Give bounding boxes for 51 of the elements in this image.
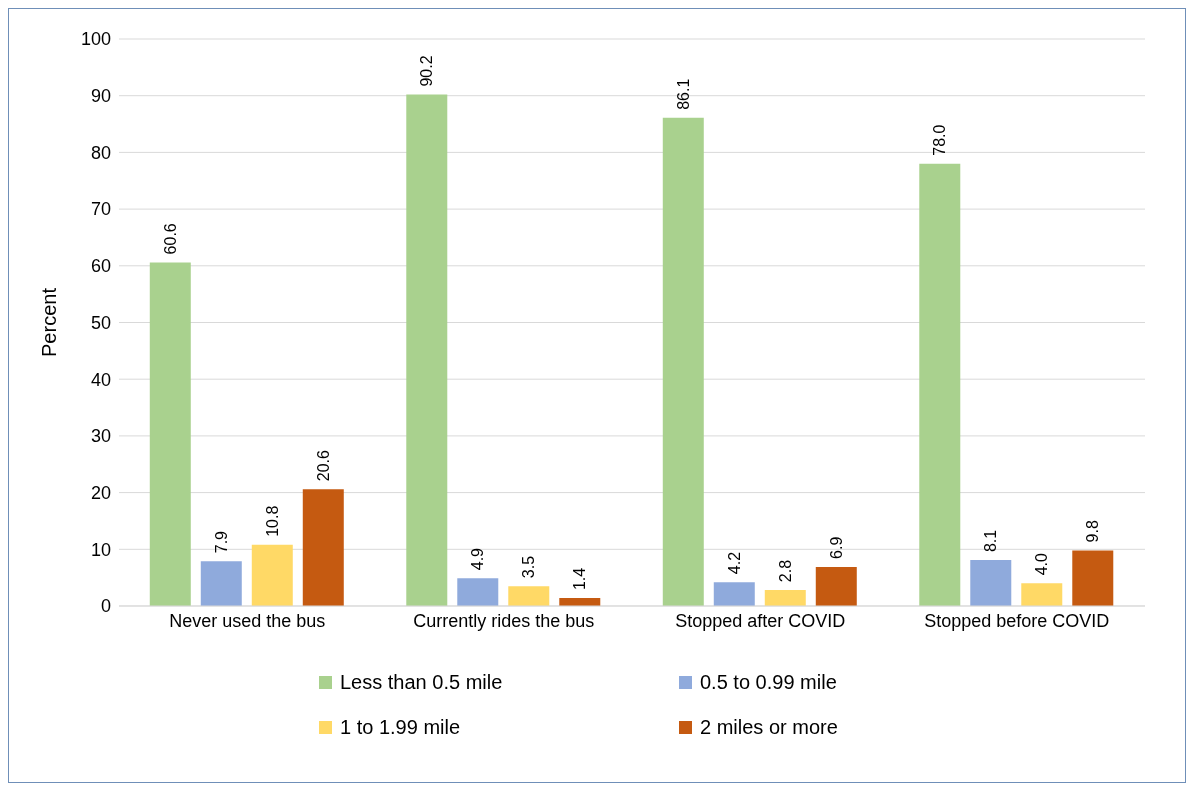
bar	[1021, 583, 1063, 606]
data-label: 8.1	[982, 529, 1000, 553]
data-label: 1.4	[571, 567, 589, 591]
y-axis-title: Percent	[38, 287, 61, 357]
data-label: 20.6	[314, 449, 332, 482]
data-label: 4.0	[1033, 552, 1051, 576]
legend-label: 1 to 1.99 mile	[340, 716, 461, 739]
y-tick-label: 30	[90, 426, 111, 447]
y-tick-label: 50	[90, 312, 111, 333]
data-label: 4.2	[725, 551, 743, 575]
x-tick-label: Currently rides the bus	[413, 610, 595, 631]
data-label: 60.6	[161, 223, 179, 255]
y-tick-label: 80	[90, 142, 111, 163]
data-label: 10.8	[263, 505, 281, 537]
bar	[457, 578, 499, 606]
bar	[970, 560, 1012, 606]
y-tick-label: 0	[100, 596, 111, 617]
y-tick-label: 70	[90, 199, 111, 220]
bar	[508, 586, 550, 606]
bar	[713, 582, 755, 606]
y-tick-label: 100	[80, 29, 111, 50]
y-tick-label: 40	[90, 369, 111, 390]
bar	[302, 489, 344, 606]
bar	[919, 163, 961, 606]
bar	[1072, 550, 1114, 606]
bar	[149, 262, 191, 606]
bar	[662, 117, 704, 606]
y-tick-label: 90	[90, 86, 111, 107]
legend-label: Less than 0.5 mile	[340, 671, 503, 694]
data-label: 2.8	[776, 559, 794, 583]
legend-label: 2 miles or more	[700, 716, 838, 739]
bar	[406, 94, 448, 606]
bar	[764, 590, 806, 606]
data-label: 90.2	[418, 55, 436, 87]
x-tick-label: Stopped after COVID	[675, 610, 846, 631]
bar	[251, 544, 293, 606]
data-label: 6.9	[827, 536, 845, 559]
y-tick-label: 10	[90, 539, 111, 560]
bar	[815, 566, 857, 606]
bar	[200, 561, 242, 606]
x-tick-label: Never used the bus	[169, 610, 326, 631]
legend-label: 0.5 to 0.99 mile	[700, 671, 837, 694]
data-label: 4.9	[469, 547, 487, 571]
data-label: 7.9	[212, 530, 230, 554]
y-tick-label: 20	[90, 482, 111, 503]
y-tick-label: 60	[90, 256, 111, 277]
data-label: 86.1	[674, 78, 692, 110]
data-label: 78.0	[931, 124, 949, 156]
data-label: 3.5	[520, 555, 538, 579]
data-label: 9.8	[1084, 520, 1102, 543]
x-tick-label: Stopped before COVID	[924, 610, 1110, 631]
